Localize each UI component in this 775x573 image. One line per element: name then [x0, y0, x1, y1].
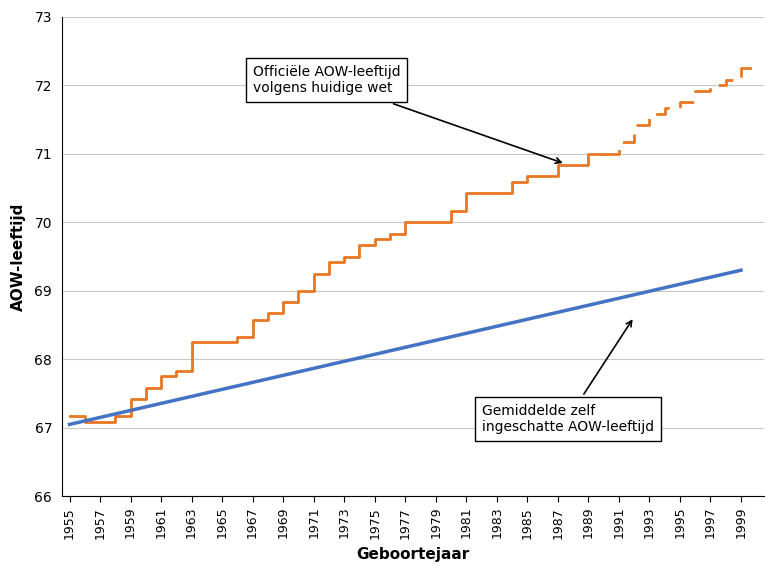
- Text: Officiële AOW-leeftijd
volgens huidige wet: Officiële AOW-leeftijd volgens huidige w…: [253, 65, 561, 163]
- Y-axis label: AOW-leeftijd: AOW-leeftijd: [11, 202, 26, 311]
- Text: Gemiddelde zelf
ingeschatte AOW-leeftijd: Gemiddelde zelf ingeschatte AOW-leeftijd: [481, 321, 653, 434]
- X-axis label: Geboortejaar: Geboortejaar: [356, 547, 470, 562]
